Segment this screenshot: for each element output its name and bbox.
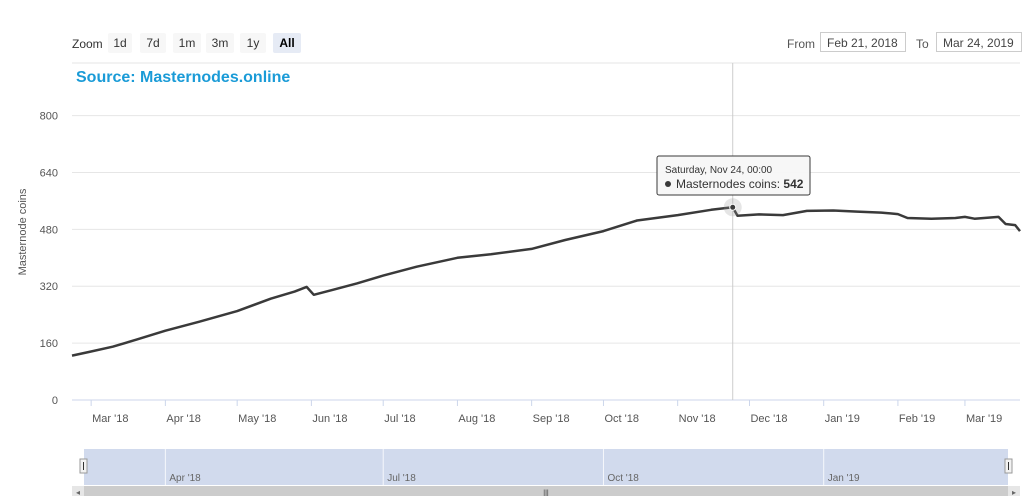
y-tick-label: 800 (40, 111, 58, 123)
tooltip-series-dot (665, 181, 671, 187)
x-tick-label: Jul '18 (384, 413, 415, 425)
navigator-tick-label: Oct '18 (607, 473, 639, 484)
x-tick-label: Jan '19 (825, 413, 860, 425)
x-tick-label: Sep '18 (533, 413, 570, 425)
y-tick-label: 0 (52, 395, 58, 407)
navigator-right-handle[interactable] (1004, 458, 1013, 474)
tooltip-date: Saturday, Nov 24, 00:00 (665, 165, 773, 176)
zoom-3m-button[interactable]: 3m (206, 33, 234, 53)
scrollbar-left-arrow-icon[interactable]: ◂ (76, 488, 80, 496)
to-date-input[interactable]: Mar 24, 2019 (936, 32, 1022, 52)
y-gridlines (72, 115, 1020, 401)
tooltip-value: 542 (783, 177, 803, 191)
navigator-tick-label: Apr '18 (169, 473, 201, 484)
navigator-left-handle[interactable] (79, 458, 88, 474)
x-tick-label: Aug '18 (458, 413, 495, 425)
x-tick-label: May '18 (238, 413, 276, 425)
x-tick-label: Feb '19 (899, 413, 935, 425)
navigator-ticks: Apr '18 Jul '18 Oct '18 Jan '19 (164, 449, 860, 485)
navigator-selection[interactable] (84, 449, 1008, 485)
y-tick-label: 320 (40, 281, 58, 293)
y-axis-ticks: 0 160 320 480 640 800 (40, 111, 58, 407)
source-text: Source: Masternodes.online (76, 69, 291, 86)
zoom-label: Zoom (72, 37, 103, 51)
zoom-1m-button[interactable]: 1m (173, 33, 201, 53)
y-tick-label: 480 (40, 224, 58, 236)
y-tick-label: 160 (40, 338, 58, 350)
series-line-masternodes-coins (71, 206, 1021, 357)
x-tick-label: Dec '18 (750, 413, 787, 425)
x-axis: Mar '18 Apr '18 May '18 Jun '18 Jul '18 Aug '… (90, 400, 1002, 425)
zoom-all-button[interactable]: All (273, 33, 301, 53)
x-tick-label: Mar '19 (966, 413, 1002, 425)
highlight-point[interactable] (729, 203, 737, 211)
scrollbar-right-arrow-icon[interactable]: ▸ (1012, 488, 1016, 496)
zoom-7d-button[interactable]: 7d (140, 33, 166, 53)
to-label: To (916, 37, 929, 51)
scrollbar-grip-icon: ||| (543, 490, 549, 496)
navigator-tick-label: Jan '19 (828, 473, 860, 484)
x-tick-label: Mar '18 (92, 413, 128, 425)
navigator-tick-label: Jul '18 (387, 473, 416, 484)
tooltip-box (656, 155, 811, 196)
tooltip: Saturday, Nov 24, 00:00 Masternodes coin… (656, 155, 811, 196)
tooltip-series-name: Masternodes coins (676, 177, 777, 191)
zoom-1d-button[interactable]: 1d (108, 33, 132, 53)
x-tick-label: Jun '18 (312, 413, 347, 425)
from-label: From (787, 37, 815, 51)
x-tick-label: Apr '18 (166, 413, 201, 425)
x-tick-label: Oct '18 (604, 413, 639, 425)
scrollbar-thumb[interactable] (84, 486, 1008, 496)
y-tick-label: 640 (40, 167, 58, 179)
tooltip-colon: : (777, 177, 784, 191)
navigator[interactable]: Apr '18 Jul '18 Oct '18 Jan '19 ◂ ▸ ||| (72, 449, 1020, 496)
from-date-input[interactable]: Feb 21, 2018 (820, 32, 906, 52)
y-axis-title: Masternode coins (17, 188, 29, 275)
tooltip-series-row: Masternodes coins: 542 (676, 177, 804, 191)
zoom-1y-button[interactable]: 1y (240, 33, 266, 53)
x-tick-label: Nov '18 (679, 413, 716, 425)
